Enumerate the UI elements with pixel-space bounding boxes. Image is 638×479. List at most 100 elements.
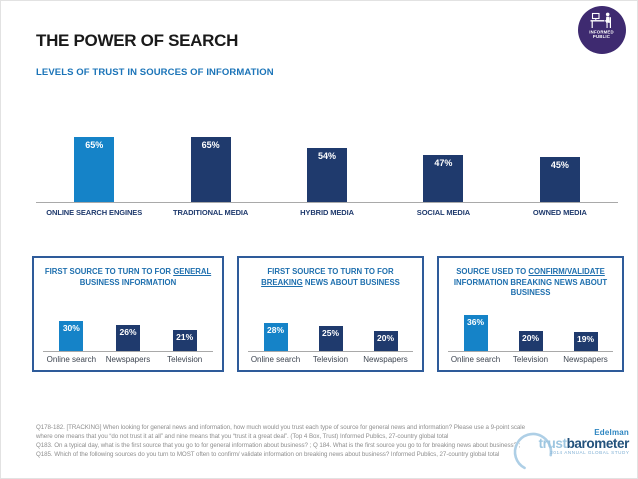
informed-public-badge: INFORMED PUBLIC (578, 6, 626, 54)
mini-chart-general: 30% 26% 21% Online search Newspapers Televis… (43, 311, 213, 364)
title-text: NEWS ABOUT BUSINESS (302, 277, 400, 287)
chart-category-labels: ONLINE SEARCH ENGINES TRADITIONAL MEDIA HY… (36, 208, 618, 217)
bar-television: 25% (318, 326, 343, 351)
category-label-television: Television (167, 355, 203, 364)
bar-value-label: 65% (201, 140, 220, 150)
chart-column-online-search: 30% (43, 321, 100, 351)
bar-value-label: 54% (318, 151, 337, 161)
chart-plot-area: 30% 26% 21% (43, 311, 213, 352)
title-text: FIRST SOURCE TO TURN TO FOR (267, 267, 394, 276)
person-at-computer-icon (590, 12, 611, 28)
edelman-trustbarometer-logo: Edelman trustbarometer 2014 ANNUAL GLOBA… (511, 426, 631, 474)
chart-plot-area: 36% 20% 19% (448, 311, 613, 352)
chart-plot-area: 28% 25% 20% (248, 311, 413, 352)
bar-online-search: 28% (263, 323, 288, 351)
page-title: THE POWER OF SEARCH (36, 31, 239, 50)
footnote-line: Q178-182. [TRACKING] When looking for ge… (36, 424, 526, 431)
bar-value-label: 26% (119, 327, 137, 337)
logo-trust-text: trust (538, 436, 567, 451)
chart-column-television: 21% (156, 330, 213, 351)
mini-chart-box-confirm-validate: SOURCE USED TO CONFIRM/VALIDATE INFORMAT… (437, 256, 624, 372)
bar-online-search: 36% (463, 315, 488, 351)
category-label-online-search: Online search (250, 355, 301, 364)
title-underlined-text: CONFIRM/VALIDATE (528, 267, 605, 276)
mini-chart-box-breaking-news: FIRST SOURCE TO TURN TO FOR BREAKING NEW… (237, 256, 424, 372)
category-label-hybrid-media: HYBRID MEDIA (300, 208, 354, 217)
bar-value-label: 20% (521, 333, 539, 343)
chart-category-labels: Online search Television Newspapers (248, 355, 413, 364)
bar-value-label: 25% (321, 328, 339, 338)
chart-column-newspapers: 19% (558, 332, 613, 351)
bar-value-label: 45% (550, 160, 569, 170)
bar-owned-media: 45% (539, 157, 580, 202)
page-subtitle: LEVELS OF TRUST IN SOURCES OF INFORMATIO… (36, 67, 274, 78)
category-label-television: Television (512, 355, 549, 364)
chart-column-newspapers: 20% (358, 331, 413, 351)
bar-television: 20% (518, 331, 543, 351)
category-label-newspapers: Newspapers (363, 355, 408, 364)
title-text: SOURCE USED TO (456, 267, 529, 276)
category-label-owned-media: OWNED MEDIA (532, 208, 587, 217)
bar-traditional-media: 65% (190, 137, 231, 202)
mini-chart-breaking-news: 28% 25% 20% Online search Television Newspap… (248, 311, 413, 364)
chart-column-social-media: 47% (385, 155, 501, 202)
category-label-online-search: Online search (450, 355, 501, 364)
logo-barometer-text: barometer (566, 436, 630, 451)
bar-value-label: 30% (62, 323, 80, 333)
chart-column-newspapers: 26% (100, 325, 157, 351)
category-label-social-media: SOCIAL MEDIA (416, 208, 471, 217)
badge-line1: INFORMED (589, 29, 615, 35)
title-text: FIRST SOURCE TO TURN TO FOR (44, 267, 174, 276)
trustbarometer-wordmark: trustbarometer (471, 436, 630, 451)
bar-value-label: 20% (376, 333, 394, 343)
title-text: BUSINESS INFORMATION (79, 277, 177, 287)
title-text: INFORMATION BREAKING NEWS ABOUT BUSINESS (453, 277, 608, 298)
mini-chart-box-general-business-info: FIRST SOURCE TO TURN TO FOR GENERAL BUSI… (32, 256, 224, 372)
crescent-swoosh-icon (513, 432, 553, 472)
chart-column-online-search: 36% (448, 315, 503, 351)
bar-newspapers: 20% (373, 331, 398, 351)
category-label-online-search-engines: ONLINE SEARCH ENGINES (46, 208, 143, 217)
logo-text: Edelman trustbarometer 2014 ANNUAL GLOBA… (471, 428, 630, 460)
chart-column-television: 20% (503, 331, 558, 351)
badge-line2: PUBLIC (593, 34, 611, 40)
mini-charts-row: FIRST SOURCE TO TURN TO FOR GENERAL BUSI… (32, 256, 624, 372)
logo-tagline: 2014 ANNUAL GLOBAL STUDY (549, 450, 629, 455)
category-label-online-search: Online search (46, 355, 97, 364)
bar-value-label: 19% (576, 334, 594, 344)
chart-column-hybrid-media: 54% (269, 148, 385, 202)
title-underlined-text: BREAKING (261, 277, 303, 287)
badge-label: INFORMED PUBLIC (589, 29, 615, 40)
chart-column-owned-media: 45% (502, 157, 618, 202)
category-label-newspapers: Newspapers (563, 355, 608, 364)
title-underlined-text: GENERAL (173, 267, 212, 276)
chart-plot-area: 65% 65% 54% 47% 45% (36, 122, 618, 203)
chart-category-labels: Online search Television Newspapers (448, 355, 613, 364)
bar-value-label: 21% (176, 332, 194, 342)
chart-category-labels: Online search Newspapers Television (43, 355, 213, 364)
footnote-line: where one means that you “do not trust i… (36, 432, 449, 440)
chart-column-online-search: 28% (248, 323, 303, 351)
mini-chart-title: SOURCE USED TO CONFIRM/VALIDATE INFORMAT… (447, 267, 614, 299)
footnote-line: Q183. On a typical day, what is the firs… (36, 441, 521, 449)
chart-column-traditional-media: 65% (152, 137, 268, 202)
bar-online-search-engines: 65% (74, 137, 115, 202)
bar-value-label: 36% (466, 317, 484, 327)
mini-chart-title: FIRST SOURCE TO TURN TO FOR BREAKING NEW… (247, 267, 414, 288)
category-label-newspapers: Newspapers (105, 355, 151, 364)
mini-chart-title: FIRST SOURCE TO TURN TO FOR GENERAL BUSI… (42, 267, 214, 288)
chart-column-television: 25% (303, 326, 358, 351)
footnote-line: Q185. Which of the following sources do … (36, 450, 500, 458)
bar-value-label: 65% (85, 140, 104, 150)
category-label-television: Television (312, 355, 349, 364)
category-label-traditional-media: TRADITIONAL MEDIA (172, 208, 249, 217)
bar-newspapers: 26% (116, 325, 140, 351)
bar-social-media: 47% (423, 155, 464, 202)
edelman-wordmark: Edelman (594, 428, 629, 437)
bar-hybrid-media: 54% (307, 148, 348, 202)
bar-newspapers: 19% (573, 332, 598, 351)
chart-column-online-search-engines: 65% (36, 137, 152, 202)
bar-value-label: 47% (434, 158, 453, 168)
trust-sources-bar-chart: 65% 65% 54% 47% 45% ONLINE SEARCH ENGINES TRA… (36, 122, 618, 217)
